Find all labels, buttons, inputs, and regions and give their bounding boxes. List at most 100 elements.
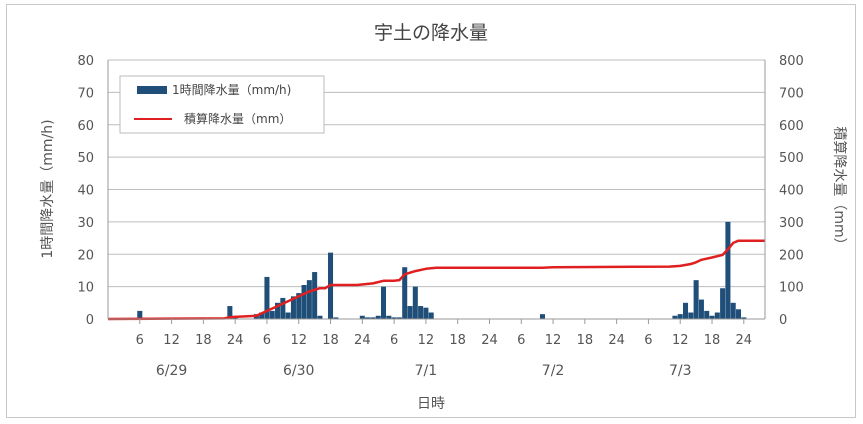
y-tick-left-label: 50 bbox=[77, 151, 94, 166]
hourly-bar bbox=[672, 315, 678, 319]
y-tick-right-label: 400 bbox=[779, 184, 804, 199]
x-tick-label: 6 bbox=[390, 333, 398, 348]
x-tick-label: 12 bbox=[163, 333, 180, 348]
hourly-bar bbox=[735, 309, 742, 319]
hourly-bar bbox=[725, 221, 731, 319]
hourly-bar bbox=[259, 312, 265, 319]
y-tick-left-label: 20 bbox=[77, 248, 94, 263]
legend-line-label: 積算降水量（mm） bbox=[184, 111, 291, 126]
hourly-bar bbox=[741, 317, 747, 319]
x-tick-label: 18 bbox=[449, 333, 466, 348]
date-label: 6/29 bbox=[156, 363, 187, 379]
y-axis-right-title: 積算降水量（mm） bbox=[831, 126, 847, 251]
hourly-bar bbox=[370, 317, 376, 319]
y-tick-right-label: 100 bbox=[779, 281, 804, 296]
x-tick-label: 12 bbox=[545, 333, 562, 348]
hourly-bar bbox=[317, 315, 323, 319]
x-tick-label: 6 bbox=[517, 333, 525, 348]
hourly-bar bbox=[396, 317, 402, 319]
x-tick-label: 6 bbox=[263, 333, 271, 348]
x-tick-label: 12 bbox=[672, 333, 689, 348]
hourly-bar bbox=[137, 310, 143, 319]
hourly-bar bbox=[730, 302, 736, 319]
x-tick-label: 24 bbox=[736, 333, 753, 348]
x-tick-label: 6 bbox=[136, 333, 144, 348]
cumulative-line bbox=[107, 239, 765, 321]
y-tick-right-label: 200 bbox=[779, 248, 804, 263]
x-tick-label: 18 bbox=[704, 333, 721, 348]
x-tick-label: 24 bbox=[608, 333, 625, 348]
x-tick-label: 12 bbox=[418, 333, 435, 348]
hourly-bar bbox=[312, 272, 318, 319]
hourly-bar bbox=[677, 314, 683, 319]
x-tick-label: 18 bbox=[195, 333, 212, 348]
hourly-bar bbox=[359, 315, 365, 319]
hourly-bar bbox=[720, 288, 726, 319]
gridlines bbox=[108, 59, 765, 288]
y-tick-right-label: 700 bbox=[779, 86, 804, 101]
hourly-bar bbox=[386, 315, 392, 319]
y-tick-left-label: 80 bbox=[77, 54, 94, 69]
legend-bar-swatch bbox=[137, 86, 167, 94]
hourly-bar bbox=[683, 302, 689, 319]
y-tick-left-label: 60 bbox=[77, 119, 94, 134]
x-tick-label: 18 bbox=[322, 333, 339, 348]
hourly-bar bbox=[428, 312, 434, 319]
hourly-bar bbox=[380, 286, 387, 319]
y-tick-right-label: 800 bbox=[779, 54, 804, 69]
hourly-bar bbox=[290, 296, 296, 319]
x-tick-label: 24 bbox=[354, 333, 371, 348]
hourly-bar bbox=[365, 317, 371, 319]
legend: 1時間降水量（mm/h) 積算降水量（mm） bbox=[119, 75, 325, 134]
hourly-bar bbox=[693, 280, 699, 319]
y-tick-right-label: 600 bbox=[779, 119, 804, 134]
axes: 0102030405060708001002003004005006007008… bbox=[77, 54, 803, 379]
date-label: 7/1 bbox=[415, 363, 438, 379]
hourly-bar bbox=[714, 312, 720, 319]
hourly-bar bbox=[285, 312, 291, 319]
hourly-bar bbox=[296, 293, 302, 319]
date-label: 6/30 bbox=[283, 363, 314, 379]
date-label: 7/2 bbox=[542, 363, 565, 379]
hourly-bar bbox=[407, 306, 413, 319]
hourly-bars bbox=[137, 221, 747, 319]
hourly-bar bbox=[375, 315, 381, 319]
y-tick-left-label: 40 bbox=[77, 184, 94, 199]
date-label: 7/3 bbox=[669, 363, 692, 379]
y-tick-right-label: 300 bbox=[779, 216, 804, 231]
hourly-bar bbox=[402, 267, 408, 319]
y-tick-right-label: 0 bbox=[779, 313, 787, 328]
y-tick-left-label: 0 bbox=[86, 313, 94, 328]
y-axis-left-title: 1時間降水量（mm/h) bbox=[40, 119, 56, 258]
hourly-bar bbox=[698, 299, 704, 319]
legend-bar-label: 1時間降水量（mm/h) bbox=[172, 83, 291, 97]
hourly-bar bbox=[301, 285, 307, 319]
hourly-bar bbox=[232, 317, 238, 319]
hourly-bar bbox=[269, 310, 275, 319]
y-tick-left-label: 10 bbox=[77, 281, 94, 296]
x-tick-label: 24 bbox=[227, 333, 244, 348]
hourly-bar bbox=[418, 306, 424, 319]
y-tick-left-label: 30 bbox=[77, 216, 94, 231]
x-axis-title: 日時 bbox=[417, 396, 445, 412]
hourly-bar bbox=[275, 302, 281, 319]
legend-box bbox=[119, 75, 325, 134]
y-tick-left-label: 70 bbox=[77, 86, 94, 101]
chart-title: 宇土の降水量 bbox=[374, 22, 488, 44]
cumulative-series-line bbox=[107, 239, 765, 321]
x-tick-label: 18 bbox=[577, 333, 594, 348]
hourly-bar bbox=[280, 297, 286, 319]
y-tick-right-label: 500 bbox=[779, 151, 804, 166]
hourly-bar bbox=[227, 306, 233, 319]
hourly-bar bbox=[709, 315, 715, 319]
x-tick-label: 6 bbox=[644, 333, 652, 348]
hourly-bar bbox=[688, 312, 694, 319]
hourly-bar bbox=[539, 314, 545, 319]
x-tick-label: 12 bbox=[290, 333, 307, 348]
hourly-bar bbox=[264, 276, 270, 319]
chart-frame bbox=[6, 4, 856, 418]
hourly-bar bbox=[391, 317, 397, 319]
hourly-bar bbox=[412, 286, 418, 319]
x-tick-label: 24 bbox=[481, 333, 498, 348]
